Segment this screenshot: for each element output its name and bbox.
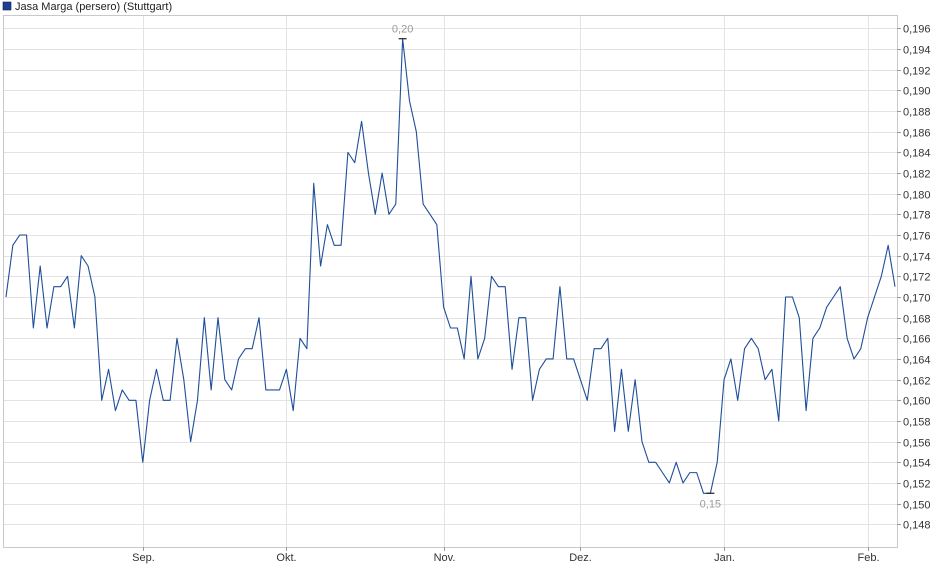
y-tick-label: 0,174 <box>903 252 931 264</box>
y-tick-label: 0,194 <box>903 45 931 57</box>
x-tick-label: Okt. <box>276 552 296 564</box>
y-tick-label: 0,162 <box>903 376 931 388</box>
y-tick-label: 0,188 <box>903 107 931 119</box>
y-tick-label: 0,160 <box>903 396 931 408</box>
legend-label: Jasa Marga (persero) (Stuttgart) <box>15 1 172 13</box>
y-tick-label: 0,168 <box>903 314 931 326</box>
y-tick-label: 0,180 <box>903 190 931 202</box>
high-low-annotations: 0,20 0,15 <box>392 24 721 511</box>
plot-area <box>3 15 898 548</box>
x-tick-label: Dez. <box>569 552 592 564</box>
y-tick-label: 0,190 <box>903 86 931 98</box>
x-tick-label: Nov. <box>434 552 456 564</box>
y-tick-label: 0,192 <box>903 66 931 78</box>
legend-swatch <box>2 1 12 11</box>
y-tick-label: 0,152 <box>903 479 931 491</box>
y-tick-label: 0,178 <box>903 210 931 222</box>
y-tick-label: 0,196 <box>903 24 931 36</box>
x-axis-tick-labels: Sep. Okt. Nov. Dez. Jan. Feb. <box>132 547 880 564</box>
y-tick-label: 0,166 <box>903 334 931 346</box>
y-tick-label: 0,186 <box>903 128 931 140</box>
y-tick-label: 0,184 <box>903 148 931 160</box>
y-tick-label: 0,150 <box>903 500 931 512</box>
x-tick-label: Jan. <box>714 552 735 564</box>
y-tick-label: 0,158 <box>903 417 931 429</box>
y-tick-label: 0,164 <box>903 355 931 367</box>
y-tick-label: 0,172 <box>903 272 931 284</box>
price-series-line <box>5 38 896 494</box>
y-tick-label: 0,156 <box>903 438 931 450</box>
y-axis-tick-labels: 0,148 0,150 0,152 0,154 0,156 0,158 0,160 0,162… <box>897 24 931 532</box>
y-tick-label: 0,154 <box>903 458 931 470</box>
y-tick-label: 0,170 <box>903 293 931 305</box>
y-tick-label: 0,148 <box>903 520 931 532</box>
vertical-gridlines <box>143 16 869 547</box>
horizontal-gridlines <box>4 28 897 525</box>
y-tick-label: 0,182 <box>903 169 931 181</box>
high-value-label: 0,20 <box>392 24 413 36</box>
x-tick-label: Sep. <box>132 552 155 564</box>
y-tick-label: 0,176 <box>903 231 931 243</box>
x-tick-label: Feb. <box>857 552 879 564</box>
low-value-label: 0,15 <box>700 498 721 510</box>
